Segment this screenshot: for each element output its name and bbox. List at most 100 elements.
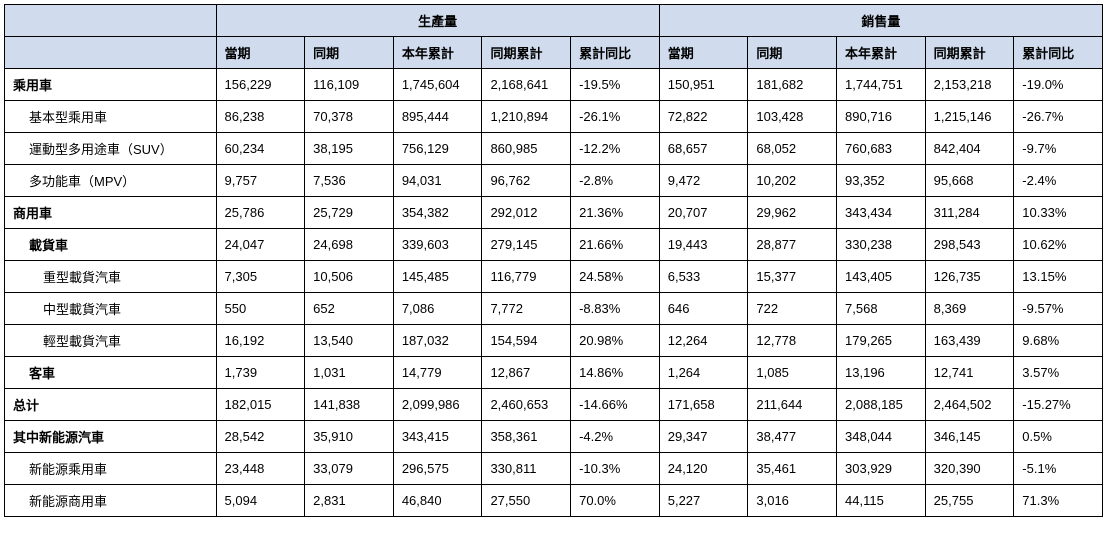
cell-sales: -9.57% <box>1014 293 1103 325</box>
col-p-4: 累計同比 <box>571 37 660 69</box>
header-production: 生產量 <box>216 5 659 37</box>
cell-production: 156,229 <box>216 69 305 101</box>
cell-sales: 29,347 <box>659 421 748 453</box>
table-row: 多功能車（MPV）9,7577,53694,03196,762-2.8%9,47… <box>5 165 1103 197</box>
cell-production: 14,779 <box>393 357 482 389</box>
cell-sales: 13.15% <box>1014 261 1103 293</box>
cell-production: 339,603 <box>393 229 482 261</box>
cell-sales: 343,434 <box>837 197 926 229</box>
table-row: 总计182,015141,8382,099,9862,460,653-14.66… <box>5 389 1103 421</box>
cell-production: 354,382 <box>393 197 482 229</box>
cell-production: 70,378 <box>305 101 394 133</box>
cell-production: 2,099,986 <box>393 389 482 421</box>
row-label: 其中新能源汽車 <box>5 421 217 453</box>
cell-sales: 13,196 <box>837 357 926 389</box>
cell-production: 7,536 <box>305 165 394 197</box>
cell-sales: 126,735 <box>925 261 1014 293</box>
table-row: 客車1,7391,03114,77912,86714.86%1,2641,085… <box>5 357 1103 389</box>
cell-sales: 348,044 <box>837 421 926 453</box>
cell-production: 358,361 <box>482 421 571 453</box>
table-row: 乘用車156,229116,1091,745,6042,168,641-19.5… <box>5 69 1103 101</box>
cell-production: 60,234 <box>216 133 305 165</box>
cell-production: 141,838 <box>305 389 394 421</box>
cell-sales: 35,461 <box>748 453 837 485</box>
cell-sales: 12,264 <box>659 325 748 357</box>
cell-sales: 303,929 <box>837 453 926 485</box>
cell-sales: 103,428 <box>748 101 837 133</box>
row-label: 新能源商用車 <box>5 485 217 517</box>
cell-production: 10,506 <box>305 261 394 293</box>
cell-sales: 2,153,218 <box>925 69 1014 101</box>
cell-sales: 298,543 <box>925 229 1014 261</box>
col-p-2: 本年累計 <box>393 37 482 69</box>
table-header: 生產量 銷售量 當期 同期 本年累計 同期累計 累計同比 當期 同期 本年累計 … <box>5 5 1103 69</box>
cell-production: 13,540 <box>305 325 394 357</box>
cell-sales: -5.1% <box>1014 453 1103 485</box>
cell-production: 279,145 <box>482 229 571 261</box>
cell-sales: 25,755 <box>925 485 1014 517</box>
cell-sales: 24,120 <box>659 453 748 485</box>
cell-production: 20.98% <box>571 325 660 357</box>
table-row: 其中新能源汽車28,54235,910343,415358,361-4.2%29… <box>5 421 1103 453</box>
cell-sales: 346,145 <box>925 421 1014 453</box>
cell-sales: 2,464,502 <box>925 389 1014 421</box>
cell-production: 652 <box>305 293 394 325</box>
table-row: 運動型多用途車（SUV）60,23438,195756,129860,985-1… <box>5 133 1103 165</box>
cell-production: 96,762 <box>482 165 571 197</box>
vehicle-table: 生產量 銷售量 當期 同期 本年累計 同期累計 累計同比 當期 同期 本年累計 … <box>4 4 1103 517</box>
cell-sales: 19,443 <box>659 229 748 261</box>
col-s-2: 本年累計 <box>837 37 926 69</box>
col-p-0: 當期 <box>216 37 305 69</box>
row-label: 客車 <box>5 357 217 389</box>
cell-sales: 1,744,751 <box>837 69 926 101</box>
cell-sales: 15,377 <box>748 261 837 293</box>
cell-sales: 10.62% <box>1014 229 1103 261</box>
cell-production: 1,739 <box>216 357 305 389</box>
row-label: 中型載貨汽車 <box>5 293 217 325</box>
cell-sales: 95,668 <box>925 165 1014 197</box>
cell-sales: 722 <box>748 293 837 325</box>
cell-production: 33,079 <box>305 453 394 485</box>
header-sales: 銷售量 <box>659 5 1102 37</box>
cell-sales: 29,962 <box>748 197 837 229</box>
table-row: 新能源乘用車23,44833,079296,575330,811-10.3%24… <box>5 453 1103 485</box>
cell-production: 756,129 <box>393 133 482 165</box>
table-row: 新能源商用車5,0942,83146,84027,55070.0%5,2273,… <box>5 485 1103 517</box>
cell-sales: 171,658 <box>659 389 748 421</box>
cell-production: 94,031 <box>393 165 482 197</box>
table-row: 商用車25,78625,729354,382292,01221.36%20,70… <box>5 197 1103 229</box>
cell-production: -10.3% <box>571 453 660 485</box>
cell-sales: 28,877 <box>748 229 837 261</box>
cell-production: -14.66% <box>571 389 660 421</box>
cell-sales: 72,822 <box>659 101 748 133</box>
cell-sales: 3.57% <box>1014 357 1103 389</box>
cell-sales: 890,716 <box>837 101 926 133</box>
table-body: 乘用車156,229116,1091,745,6042,168,641-19.5… <box>5 69 1103 517</box>
cell-sales: 9.68% <box>1014 325 1103 357</box>
cell-production: 154,594 <box>482 325 571 357</box>
table-row: 重型載貨汽車7,30510,506145,485116,77924.58%6,5… <box>5 261 1103 293</box>
cell-production: 145,485 <box>393 261 482 293</box>
cell-production: 24,698 <box>305 229 394 261</box>
cell-production: 187,032 <box>393 325 482 357</box>
cell-production: -12.2% <box>571 133 660 165</box>
row-label: 新能源乘用車 <box>5 453 217 485</box>
row-label: 商用車 <box>5 197 217 229</box>
cell-sales: -19.0% <box>1014 69 1103 101</box>
cell-sales: 143,405 <box>837 261 926 293</box>
cell-sales: 646 <box>659 293 748 325</box>
cell-production: -19.5% <box>571 69 660 101</box>
cell-production: 7,086 <box>393 293 482 325</box>
cell-production: 860,985 <box>482 133 571 165</box>
cell-production: 14.86% <box>571 357 660 389</box>
cell-sales: 8,369 <box>925 293 1014 325</box>
cell-sales: 150,951 <box>659 69 748 101</box>
cell-sales: 44,115 <box>837 485 926 517</box>
cell-sales: 330,238 <box>837 229 926 261</box>
cell-production: 16,192 <box>216 325 305 357</box>
cell-sales: 1,085 <box>748 357 837 389</box>
row-label: 基本型乘用車 <box>5 101 217 133</box>
cell-sales: 12,741 <box>925 357 1014 389</box>
cell-sales: 68,052 <box>748 133 837 165</box>
cell-sales: 842,404 <box>925 133 1014 165</box>
